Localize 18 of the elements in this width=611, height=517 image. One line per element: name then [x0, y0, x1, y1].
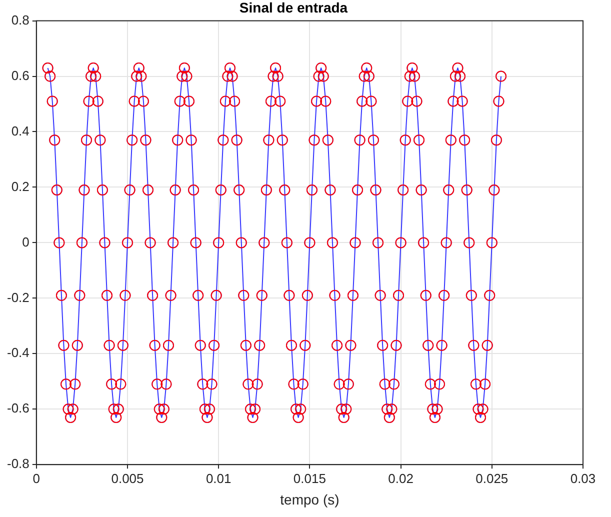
x-tick-label: 0.01: [206, 470, 232, 486]
y-tick-label: 0.6: [11, 68, 30, 83]
y-tick-label: 0: [22, 234, 30, 250]
y-tick-label: 0.8: [11, 12, 30, 28]
x-tick-label: 0.025: [476, 470, 508, 486]
x-tick-label: 0.005: [111, 470, 144, 486]
y-tick-label: -0.6: [6, 400, 30, 416]
x-tick-label: 0.015: [293, 470, 326, 486]
y-tick-label: -0.8: [6, 456, 30, 472]
x-tick-label: 0.02: [388, 470, 414, 486]
y-tick-label: -0.2: [6, 290, 30, 305]
x-tick-label: 0.03: [570, 470, 596, 486]
chart-title: Sinal de entrada: [239, 0, 348, 16]
x-axis-title: tempo (s): [280, 491, 340, 508]
x-tick-label: 0: [32, 470, 40, 486]
y-tick-label: 0.4: [11, 123, 30, 138]
y-tick-label: -0.4: [6, 345, 30, 360]
y-tick-label: 0.2: [11, 178, 30, 194]
